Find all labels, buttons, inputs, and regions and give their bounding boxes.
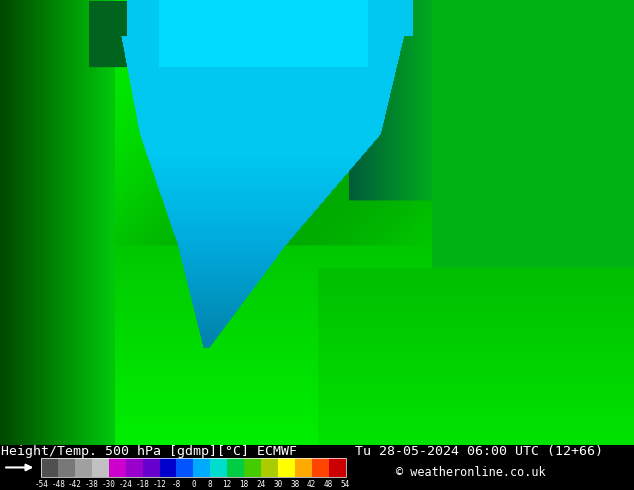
Bar xyxy=(160,458,176,477)
Bar xyxy=(176,458,193,477)
Bar xyxy=(227,458,244,477)
Bar xyxy=(109,458,126,477)
Bar xyxy=(244,458,261,477)
Bar xyxy=(278,458,295,477)
Text: 24: 24 xyxy=(256,480,266,489)
Text: -30: -30 xyxy=(102,480,116,489)
Text: 48: 48 xyxy=(324,480,333,489)
Text: 38: 38 xyxy=(290,480,299,489)
Text: -12: -12 xyxy=(153,480,167,489)
Text: © weatheronline.co.uk: © weatheronline.co.uk xyxy=(396,466,546,479)
Bar xyxy=(143,458,160,477)
Text: 8: 8 xyxy=(208,480,212,489)
Bar xyxy=(58,458,75,477)
Text: Tu 28-05-2024 06:00 UTC (12+66): Tu 28-05-2024 06:00 UTC (12+66) xyxy=(355,445,603,458)
Bar xyxy=(75,458,92,477)
Bar xyxy=(193,458,210,477)
Text: 0: 0 xyxy=(191,480,196,489)
Bar xyxy=(126,458,143,477)
Text: Height/Temp. 500 hPa [gdmp][°C] ECMWF: Height/Temp. 500 hPa [gdmp][°C] ECMWF xyxy=(1,445,297,458)
Bar xyxy=(92,458,109,477)
Bar xyxy=(41,458,346,477)
Text: -54: -54 xyxy=(34,480,48,489)
Bar xyxy=(312,458,328,477)
Text: -38: -38 xyxy=(85,480,99,489)
Text: -24: -24 xyxy=(119,480,133,489)
Text: 18: 18 xyxy=(240,480,249,489)
Bar xyxy=(328,458,346,477)
Text: -42: -42 xyxy=(68,480,82,489)
Text: 30: 30 xyxy=(273,480,283,489)
Bar xyxy=(261,458,278,477)
Bar xyxy=(41,458,58,477)
Text: -18: -18 xyxy=(136,480,150,489)
Text: 12: 12 xyxy=(223,480,232,489)
Text: 54: 54 xyxy=(341,480,350,489)
Text: 42: 42 xyxy=(307,480,316,489)
Text: -8: -8 xyxy=(172,480,181,489)
Bar xyxy=(210,458,227,477)
Bar xyxy=(295,458,312,477)
Text: -48: -48 xyxy=(51,480,65,489)
